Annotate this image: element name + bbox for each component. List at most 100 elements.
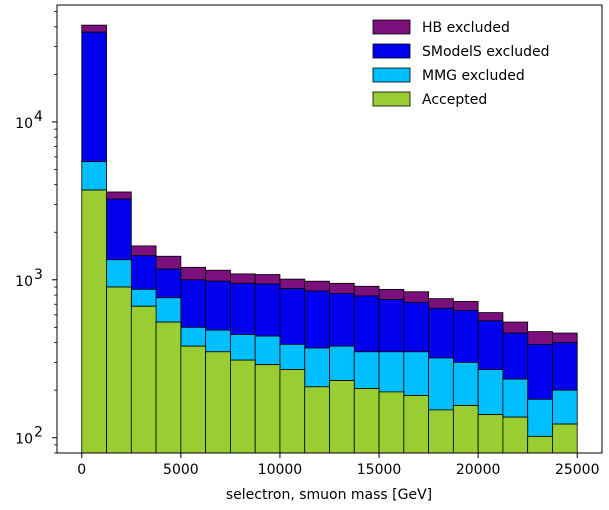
y-tick-exponent: 2 (34, 425, 43, 441)
bar-smodels-excluded-bin-6 (230, 282, 256, 335)
x-axis: 0 5000 10000 15000 20000 25000 (77, 453, 600, 478)
bar-smodels-excluded-bin-19 (552, 342, 578, 391)
bar-accepted-bin-17 (502, 416, 529, 454)
bar-hb-excluded-bin-9 (304, 280, 330, 292)
bar-smodels-excluded-bin-7 (254, 283, 281, 337)
bar-smodels-excluded-bin-1 (106, 198, 132, 261)
legend-label: SModelS excluded (422, 44, 550, 60)
bar-mmg-excluded-bin-10 (329, 345, 355, 381)
bar-smodels-excluded-bin-9 (304, 290, 330, 349)
histogram-bars (81, 24, 578, 454)
bar-mmg-excluded-bin-9 (304, 347, 330, 388)
legend-label: HB excluded (422, 20, 510, 36)
x-tick-label: 15000 (357, 462, 402, 478)
bar-smodels-excluded-bin-3 (155, 268, 182, 299)
x-tick-label: 5000 (163, 462, 199, 478)
bar-smodels-excluded-bin-8 (279, 288, 306, 345)
bar-smodels-excluded-bin-16 (477, 320, 504, 370)
bar-accepted-bin-8 (279, 369, 306, 454)
bar-mmg-excluded-bin-19 (552, 389, 578, 425)
bar-mmg-excluded-bin-0 (81, 161, 107, 191)
bar-mmg-excluded-bin-7 (254, 335, 281, 366)
bar-accepted-bin-6 (230, 359, 256, 454)
bar-hb-excluded-bin-16 (477, 312, 504, 322)
bar-accepted-bin-4 (180, 345, 207, 454)
bar-smodels-excluded-bin-10 (329, 293, 355, 347)
bar-smodels-excluded-bin-14 (428, 307, 454, 359)
bar-smodels-excluded-bin-11 (353, 295, 380, 353)
y-tick-exponent: 4 (34, 109, 43, 125)
bar-hb-excluded-bin-2 (130, 245, 157, 257)
bar-hb-excluded-bin-4 (180, 266, 207, 281)
bar-mmg-excluded-bin-1 (106, 259, 132, 288)
bar-smodels-excluded-bin-17 (502, 332, 529, 380)
bar-hb-excluded-bin-11 (353, 285, 380, 297)
bar-accepted-bin-10 (329, 380, 355, 454)
bar-accepted-bin-1 (106, 286, 132, 454)
x-axis-title: selectron, smuon mass [GeV] (226, 487, 432, 503)
legend-swatch-hb-excluded (372, 19, 411, 35)
bar-mmg-excluded-bin-11 (353, 351, 380, 389)
x-tick-label: 10000 (258, 462, 303, 478)
bar-hb-excluded-bin-18 (527, 331, 553, 345)
bar-mmg-excluded-bin-4 (180, 326, 207, 347)
bar-accepted-bin-7 (254, 364, 281, 454)
bar-mmg-excluded-bin-17 (502, 378, 529, 418)
x-tick-label: 0 (77, 462, 86, 478)
bar-accepted-bin-14 (428, 409, 454, 454)
bar-smodels-excluded-bin-4 (180, 279, 207, 328)
bar-accepted-bin-5 (205, 351, 231, 454)
bar-hb-excluded-bin-1 (106, 191, 132, 200)
bar-accepted-bin-15 (452, 405, 479, 454)
bar-smodels-excluded-bin-2 (130, 255, 157, 290)
bar-accepted-bin-11 (353, 388, 380, 454)
y-tick-label: 10 (15, 432, 33, 448)
bar-accepted-bin-2 (130, 305, 157, 454)
legend-swatch-accepted (372, 91, 411, 107)
bar-mmg-excluded-bin-3 (155, 297, 182, 323)
bar-hb-excluded-bin-14 (428, 298, 454, 309)
bar-smodels-excluded-bin-5 (205, 280, 231, 331)
bar-smodels-excluded-bin-12 (378, 299, 405, 353)
bar-hb-excluded-bin-10 (329, 282, 355, 294)
bar-smodels-excluded-bin-13 (403, 301, 429, 353)
bar-accepted-bin-3 (155, 321, 182, 454)
legend: HB excluded SModelS excluded MMG excluded A… (372, 19, 550, 108)
bar-hb-excluded-bin-13 (403, 291, 429, 303)
bar-mmg-excluded-bin-13 (403, 351, 429, 396)
bar-accepted-bin-19 (552, 423, 578, 454)
bar-hb-excluded-bin-8 (279, 278, 306, 289)
bar-accepted-bin-16 (477, 414, 504, 454)
y-tick-label: 10 (15, 274, 33, 290)
bar-hb-excluded-bin-5 (205, 269, 231, 282)
bar-hb-excluded-bin-19 (552, 332, 578, 344)
bar-accepted-bin-12 (378, 391, 405, 454)
bar-mmg-excluded-bin-5 (205, 329, 231, 353)
legend-label: Accepted (422, 92, 487, 108)
bar-accepted-bin-13 (403, 395, 429, 454)
bar-hb-excluded-bin-15 (452, 300, 479, 311)
bar-hb-excluded-bin-7 (254, 274, 281, 285)
bar-mmg-excluded-bin-18 (527, 398, 553, 437)
bar-smodels-excluded-bin-15 (452, 310, 479, 363)
bar-hb-excluded-bin-3 (155, 255, 182, 270)
bar-accepted-bin-9 (304, 386, 330, 454)
bar-mmg-excluded-bin-15 (452, 361, 479, 406)
bar-mmg-excluded-bin-14 (428, 357, 454, 411)
legend-swatch-mmg-excluded (372, 67, 411, 83)
bar-mmg-excluded-bin-8 (279, 343, 306, 370)
bar-accepted-bin-18 (527, 435, 553, 454)
y-tick-label: 10 (15, 116, 33, 132)
bar-hb-excluded-bin-12 (378, 288, 405, 300)
legend-swatch-smodels-excluded (372, 43, 411, 59)
bar-smodels-excluded-bin-0 (81, 31, 107, 163)
bar-mmg-excluded-bin-16 (477, 369, 504, 416)
x-tick-label: 20000 (456, 462, 501, 478)
bar-mmg-excluded-bin-12 (378, 351, 405, 393)
y-tick-exponent: 3 (34, 267, 43, 283)
plot-frame (56, 4, 603, 454)
legend-label: MMG excluded (422, 68, 525, 84)
bar-hb-excluded-bin-0 (81, 24, 107, 33)
